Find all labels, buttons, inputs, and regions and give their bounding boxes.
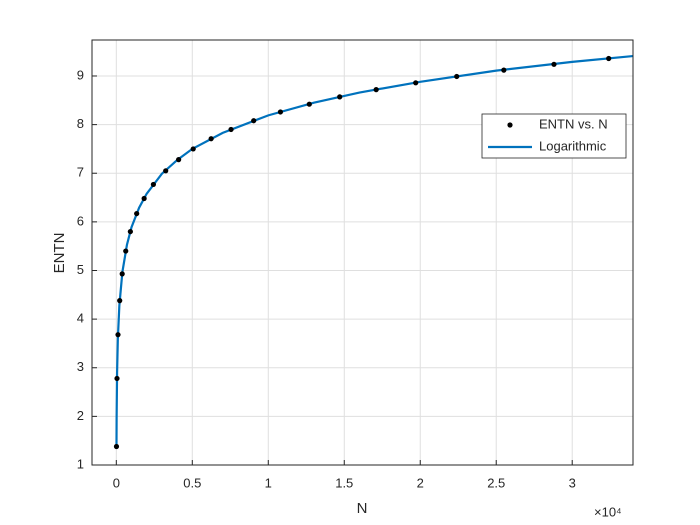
data-point (606, 55, 612, 62)
y-tick-label: 8 (77, 116, 84, 131)
y-tick-label: 6 (77, 213, 84, 228)
legend-marker (507, 122, 513, 128)
data-point (190, 146, 196, 152)
data-point (119, 271, 125, 277)
y-tick-label: 5 (77, 262, 84, 277)
data-point (228, 126, 234, 133)
y-axis-label: ENTN (51, 233, 68, 274)
x-tick-label: 0.5 (183, 475, 201, 490)
data-point (176, 157, 182, 163)
plot-area (92, 40, 633, 465)
y-tick-label: 9 (77, 67, 84, 82)
y-tick-label: 3 (77, 359, 84, 374)
x-tick-label: 1 (265, 475, 272, 490)
data-point (123, 248, 129, 254)
series-layer (113, 54, 633, 450)
legend-box (481, 113, 627, 159)
y-tick-label: 1 (77, 456, 84, 471)
fit-line (115, 54, 633, 447)
x-exponent-label: ×10⁴ (594, 504, 622, 519)
data-point (113, 443, 120, 450)
data-point (117, 298, 123, 304)
legend-label: Logarithmic (539, 138, 607, 153)
legend-label: ENTN vs. N (539, 116, 608, 131)
data-point (163, 168, 169, 174)
y-tick-label: 4 (77, 311, 84, 326)
data-point (127, 228, 133, 235)
data-point (208, 136, 214, 142)
x-tick-label: 0 (113, 475, 120, 490)
data-point (306, 101, 312, 107)
axes-box (91, 39, 634, 466)
data-point (413, 80, 419, 86)
data-point (251, 118, 257, 124)
data-point (454, 73, 460, 80)
data-point (115, 332, 121, 338)
x-tick-label: 2.5 (487, 475, 505, 490)
x-tick-label: 1.5 (335, 475, 353, 490)
data-point (373, 86, 379, 93)
x-tick-label: 3 (569, 475, 576, 490)
data-point (551, 61, 557, 67)
data-point (337, 94, 343, 100)
data-point (134, 210, 140, 217)
x-tick-label: 2 (417, 475, 424, 490)
data-point (114, 375, 120, 382)
x-axis-label: N (357, 500, 368, 517)
y-tick-label: 7 (77, 165, 84, 180)
data-point (150, 181, 156, 188)
data-point (501, 67, 507, 73)
data-point (277, 109, 284, 115)
data-point (141, 195, 147, 202)
y-tick-label: 2 (77, 408, 84, 423)
